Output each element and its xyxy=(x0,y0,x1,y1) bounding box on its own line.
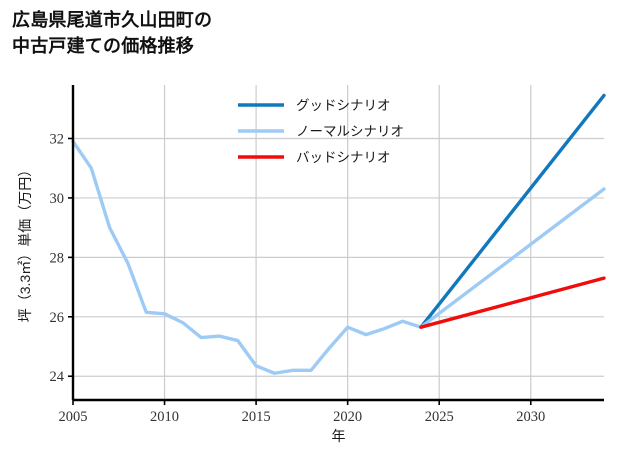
y-tick-label-30: 30 xyxy=(50,191,65,207)
y-tick-label-32: 32 xyxy=(50,131,65,147)
plot-background xyxy=(73,85,604,400)
legend-label-ノーマルシナリオ: ノーマルシナリオ xyxy=(296,124,404,139)
legend-label-グッドシナリオ: グッドシナリオ xyxy=(296,98,391,113)
x-tick-label-2020: 2020 xyxy=(333,409,362,425)
series-line-バッドシナリオ xyxy=(419,276,606,329)
x-tick-label-2005: 2005 xyxy=(59,409,88,425)
series-line-ノーマルシナリオ xyxy=(71,139,606,375)
y-axis-title: 坪（3.3㎡）単価（万円） xyxy=(17,163,33,322)
x-tick-label-2010: 2010 xyxy=(150,409,179,425)
y-tick-label-28: 28 xyxy=(50,250,65,266)
legend-label-バッドシナリオ: バッドシナリオ xyxy=(296,150,391,165)
series-line-グッドシナリオ xyxy=(419,93,606,329)
x-tick-label-2030: 2030 xyxy=(516,409,545,425)
y-tick-label-24: 24 xyxy=(50,369,65,385)
y-tick-label-26: 26 xyxy=(50,310,65,326)
x-axis-title: 年 xyxy=(332,428,346,444)
x-tick-label-2015: 2015 xyxy=(242,409,271,425)
chart-title: 広島県尾道市久山田町の 中古戸建ての価格推移 xyxy=(12,10,213,56)
x-tick-label-2025: 2025 xyxy=(425,409,454,425)
